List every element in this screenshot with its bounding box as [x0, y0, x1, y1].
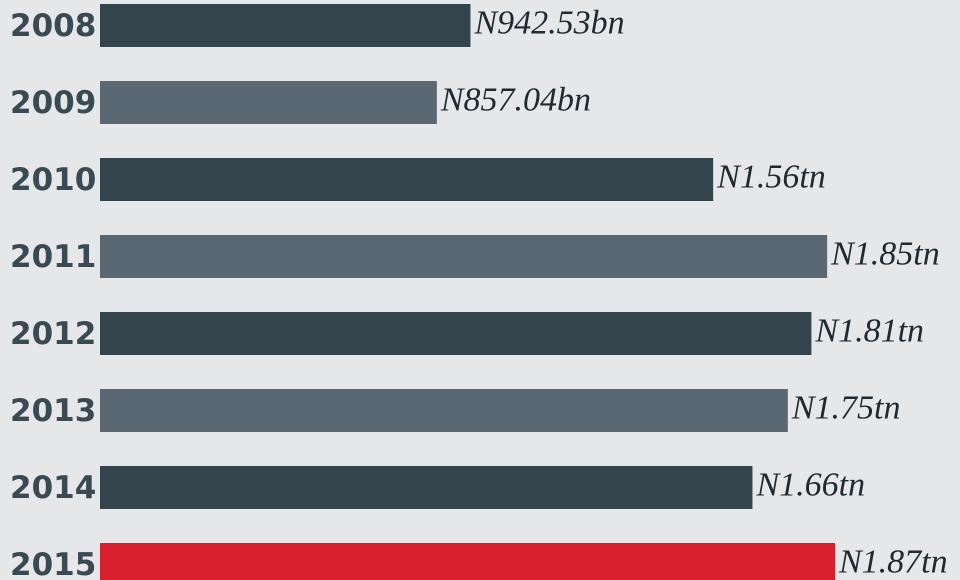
bar [100, 81, 437, 124]
y-tick-label: 2008 [10, 8, 96, 44]
bar [100, 4, 471, 47]
bar [100, 158, 714, 201]
y-tick-label: 2014 [10, 470, 96, 506]
bar [100, 466, 753, 509]
value-label: N857.04bn [440, 81, 591, 118]
value-label: N942.53bn [473, 4, 624, 41]
value-label: N1.66tn [755, 466, 865, 503]
value-label: N1.85tn [830, 235, 940, 272]
y-tick-label: 2009 [10, 85, 96, 121]
y-tick-label: 2013 [10, 393, 96, 429]
bar [100, 389, 788, 432]
value-label: N1.81tn [814, 312, 924, 349]
bar [100, 312, 812, 355]
value-label: N1.56tn [716, 158, 826, 195]
bar [100, 543, 835, 580]
y-tick-label: 2015 [10, 547, 96, 580]
y-tick-label: 2010 [10, 162, 96, 198]
bar [100, 235, 828, 278]
y-tick-label: 2012 [10, 316, 96, 352]
value-label: N1.75tn [791, 389, 901, 426]
y-tick-label: 2011 [10, 239, 96, 275]
value-label: N1.87tn [838, 543, 948, 580]
